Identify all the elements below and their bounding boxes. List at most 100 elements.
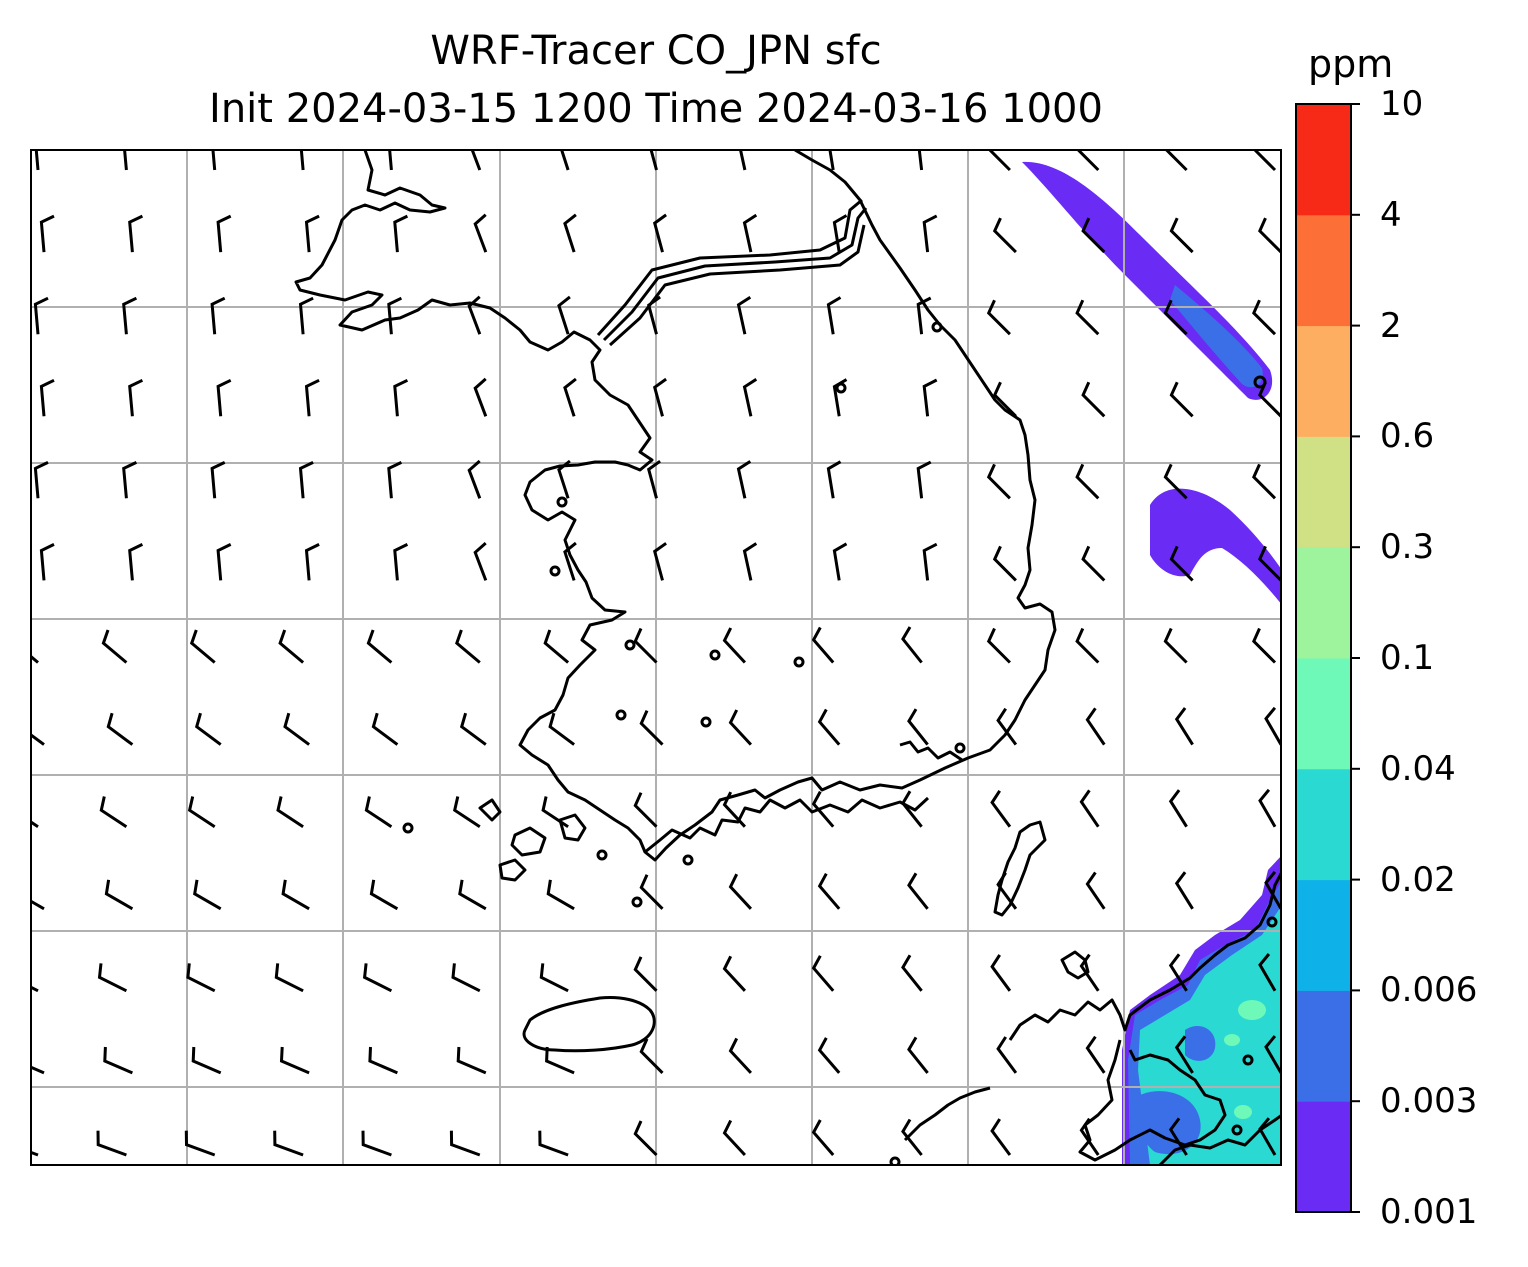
wind-barb — [39, 543, 55, 581]
wind-barb — [646, 295, 661, 335]
wind-barb — [122, 296, 138, 335]
colorbar-tick-label: 0.001 — [1380, 1192, 1478, 1232]
wind-barb — [1163, 463, 1188, 500]
wind-barb — [210, 461, 226, 499]
wind-barb — [639, 874, 664, 910]
wind-barb — [990, 954, 1012, 992]
wind-barb — [473, 377, 488, 417]
wind-barb — [281, 879, 310, 911]
wind-barb — [652, 377, 667, 417]
wind-barb — [986, 463, 1011, 500]
wind-barb — [826, 460, 842, 499]
wind-barb — [901, 954, 923, 992]
wind-barb — [1076, 150, 1100, 172]
colorbar-tick-label: 0.04 — [1380, 748, 1456, 789]
map-frame — [30, 149, 1282, 1166]
wind-barb — [738, 150, 747, 171]
wind-barb — [545, 1046, 575, 1075]
wind-barb — [916, 296, 932, 335]
colorbar-tick-label: 4 — [1380, 194, 1402, 235]
wind-barb — [31, 654, 39, 664]
small-islands — [402, 321, 1278, 1165]
wind-barb — [1168, 953, 1188, 992]
colorbar-tick-label: 10 — [1380, 84, 1424, 124]
wind-barb — [992, 381, 1017, 418]
colorbar-tick-label: 2 — [1380, 305, 1402, 346]
wind-barb — [1168, 1117, 1188, 1156]
wind-barb — [557, 295, 571, 335]
wind-barb — [279, 1046, 310, 1075]
coast-river-channel-2 — [602, 207, 868, 342]
colorbar-segment — [1296, 104, 1351, 216]
wind-barb — [736, 460, 752, 499]
wind-barb — [817, 872, 841, 910]
colorbar-segment — [1296, 1101, 1351, 1213]
wind-barb — [990, 1118, 1012, 1156]
wind-barb — [123, 150, 128, 171]
wind-barb — [456, 1046, 487, 1075]
wind-barb — [31, 899, 45, 911]
wind-barb — [473, 213, 488, 253]
wind-barb — [722, 955, 746, 992]
coast-goto-islands — [1060, 950, 1090, 980]
wind-barb — [31, 820, 39, 828]
wind-barb — [393, 214, 409, 253]
wind-barb — [99, 796, 128, 828]
coast-korea-south-inlets — [644, 796, 930, 854]
wind-barb — [216, 543, 232, 581]
wind-barb — [639, 1038, 664, 1074]
wind-barb — [828, 150, 835, 171]
wind-barb — [1169, 381, 1194, 418]
coast-jeju — [522, 996, 656, 1053]
colorbar-segment — [1296, 547, 1351, 659]
wind-barb — [1085, 707, 1106, 746]
wind-barb — [364, 796, 393, 828]
colorbar-unit-label: ppm — [1308, 42, 1394, 86]
wind-barb — [652, 213, 667, 253]
wind-barb — [1264, 1035, 1281, 1074]
wind-barb — [210, 296, 226, 335]
colorbar-segment — [1296, 214, 1351, 327]
wind-barb — [1252, 299, 1277, 336]
wind-barb — [387, 296, 403, 335]
wind-barb — [361, 1130, 392, 1157]
wind-barb — [473, 541, 488, 581]
wind-barb — [922, 378, 938, 417]
wind-barb — [1079, 1117, 1100, 1156]
wind-barb — [646, 459, 661, 499]
tracer-field-south-hi-2 — [1224, 1034, 1240, 1046]
colorbar-segment — [1296, 436, 1351, 548]
wind-barb — [106, 712, 134, 746]
wind-barb — [455, 629, 481, 664]
wind-barb — [101, 629, 128, 664]
wind-barb — [184, 1130, 216, 1157]
wind-barb — [1252, 627, 1277, 664]
colorbar-tick-label: 0.1 — [1380, 638, 1435, 678]
wind-barb — [1081, 545, 1106, 582]
colorbar-segment — [1296, 325, 1351, 437]
wind-barb — [987, 150, 1011, 172]
wind-barb — [1169, 217, 1194, 254]
tracer-plume-east — [1150, 488, 1281, 604]
wind-barb — [1079, 953, 1100, 992]
wind-barb — [901, 790, 923, 828]
wind-barb — [273, 1130, 304, 1157]
wind-barb — [191, 1046, 222, 1075]
coast-river-channel-1 — [596, 198, 863, 337]
colorbar — [1295, 103, 1360, 1213]
wind-barb — [1081, 217, 1106, 254]
wind-barb — [122, 461, 138, 499]
wind-barb — [1081, 381, 1106, 418]
coast-nw-peninsula — [903, 1086, 991, 1142]
wind-barb — [817, 1037, 841, 1074]
wind-barb — [742, 542, 758, 581]
wind-barb — [722, 791, 746, 828]
wind-barb — [1085, 871, 1106, 910]
colorbar-segment — [1296, 768, 1351, 881]
wind-barb — [1252, 463, 1277, 500]
coastlines — [294, 150, 1281, 1165]
wind-barb — [1169, 545, 1194, 582]
wind-barb — [216, 214, 232, 253]
wind-barb — [901, 626, 923, 664]
wind-barb — [304, 214, 320, 253]
